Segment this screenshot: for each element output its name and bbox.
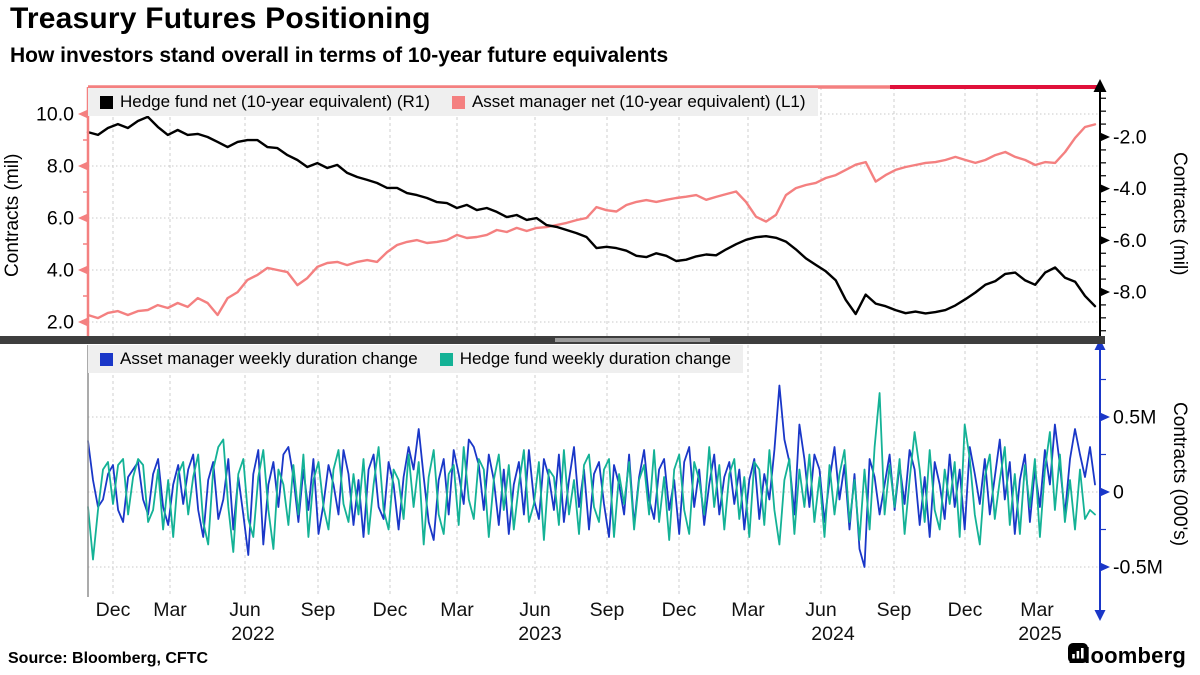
left-axis-tick-label: 2.0 — [47, 312, 74, 334]
x-axis-month-label: Sep — [877, 599, 912, 621]
x-axis-month-label: Mar — [731, 599, 765, 621]
right-axis-tick-label: -6.0 — [1113, 230, 1147, 252]
bottom-axis-tick-arrow-icon — [1100, 563, 1110, 572]
legend-item-hf-duration: Hedge fund weekly duration change — [440, 349, 731, 369]
bottom-axis-tick-arrow-icon — [1100, 488, 1110, 497]
bottom-axis-tick-label: 0.5M — [1113, 407, 1156, 429]
right-axis-tick-arrow-icon — [1100, 236, 1110, 245]
x-axis-month-label: Dec — [96, 599, 131, 621]
legend-item-am-duration: Asset manager weekly duration change — [100, 349, 418, 369]
left-axis-tick-label: 4.0 — [47, 260, 74, 282]
x-axis-year-label: 2022 — [231, 623, 274, 645]
x-axis-month-label: Sep — [301, 599, 336, 621]
legend-item-asset-manager-net: Asset manager net (10-year equivalent) (… — [452, 92, 806, 112]
left-axis-tick-label: 8.0 — [47, 156, 74, 178]
hedge-fund-duration-swatch-icon — [440, 353, 453, 366]
right-axis-tick-arrow-icon — [1100, 288, 1110, 297]
panel-separator[interactable] — [0, 336, 1105, 344]
right-axis-tick-arrow-icon — [1100, 133, 1110, 142]
x-axis-month-label: Dec — [948, 599, 983, 621]
top-right-axis-title: Contracts (mil) — [1168, 90, 1190, 338]
left-axis-tick-label: 10.0 — [36, 104, 74, 126]
separator-drag-handle-icon[interactable] — [555, 338, 710, 342]
x-axis-month-label: Mar — [153, 599, 187, 621]
bottom-axis-tick-label: -0.5M — [1113, 557, 1163, 579]
x-axis-month-label: Dec — [373, 599, 408, 621]
x-axis-year-label: 2024 — [811, 623, 855, 645]
hedge-fund-duration-line — [88, 393, 1095, 560]
legend-item-hedge-fund-net: Hedge fund net (10-year equivalent) (R1) — [100, 92, 430, 112]
right-axis-tick-label: -8.0 — [1113, 282, 1147, 304]
bloomberg-brand: Bloomberg — [1068, 643, 1186, 669]
bloomberg-terminal-icon — [1068, 643, 1088, 663]
left-axis-tick-arrow-icon — [78, 318, 88, 327]
right-axis-tick-label: -2.0 — [1113, 127, 1147, 149]
left-axis-tick-label: 6.0 — [47, 208, 74, 230]
bottom-axis-tick-label: 0 — [1113, 482, 1124, 504]
x-axis-month-label: Jun — [805, 599, 836, 621]
legend-label: Hedge fund weekly duration change — [460, 349, 731, 369]
legend-label: Asset manager weekly duration change — [120, 349, 418, 369]
asset-manager-net-swatch-icon — [452, 96, 465, 109]
right-axis-tick-arrow-icon — [1100, 184, 1110, 193]
bloomberg-chart-frame: Treasury Futures Positioning How investo… — [0, 0, 1200, 675]
x-axis-month-label: Mar — [440, 599, 474, 621]
x-axis-month-label: Jun — [229, 599, 260, 621]
left-axis-tick-arrow-icon — [78, 110, 88, 119]
x-axis-year-label: 2023 — [518, 623, 561, 645]
x-axis-year-label: 2025 — [1018, 623, 1062, 645]
bottom-panel-legend: Asset manager weekly duration change Hed… — [88, 345, 743, 373]
legend-label: Hedge fund net (10-year equivalent) (R1) — [120, 92, 430, 112]
x-axis-month-label: Dec — [662, 599, 697, 621]
left-axis-tick-arrow-icon — [78, 266, 88, 275]
top-left-axis-title: Contracts (mil) — [2, 92, 24, 338]
asset-manager-net-line — [88, 124, 1095, 318]
top-panel-legend: Hedge fund net (10-year equivalent) (R1)… — [88, 88, 818, 116]
legend-label: Asset manager net (10-year equivalent) (… — [472, 92, 806, 112]
x-axis-month-label: Sep — [590, 599, 625, 621]
right-axis-tick-label: -4.0 — [1113, 178, 1147, 200]
x-axis-month-label: Jun — [519, 599, 550, 621]
left-axis-tick-arrow-icon — [78, 214, 88, 223]
left-axis-tick-arrow-icon — [78, 162, 88, 171]
x-axis-month-label: Mar — [1020, 599, 1054, 621]
bottom-right-axis-title: Contracts (000's) — [1168, 348, 1190, 600]
asset-manager-duration-swatch-icon — [100, 353, 113, 366]
hedge-fund-net-line — [88, 117, 1095, 314]
bottom-right-axis-down-arrow-icon — [1095, 610, 1106, 621]
bottom-axis-tick-arrow-icon — [1100, 413, 1110, 422]
hedge-fund-net-swatch-icon — [100, 96, 113, 109]
source-note: Source: Bloomberg, CFTC — [8, 650, 208, 668]
